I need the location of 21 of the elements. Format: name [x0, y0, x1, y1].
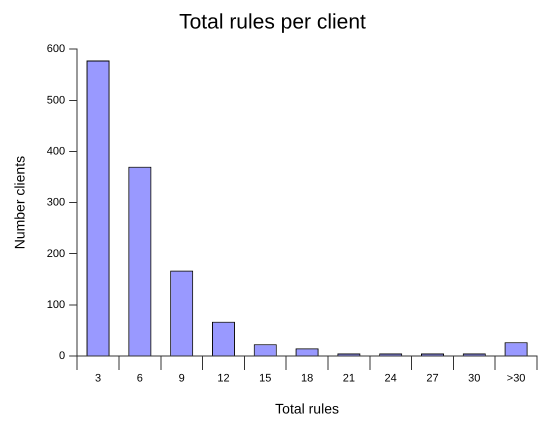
y-axis-title: Number clients	[11, 156, 28, 250]
x-tick-label: 24	[384, 372, 397, 385]
y-tick-label: 400	[46, 146, 66, 158]
x-axis-title: Total rules	[275, 400, 339, 416]
x-tick-label: >30	[506, 372, 526, 385]
y-tick-label: 0	[59, 350, 66, 362]
x-tick-label: 18	[300, 372, 314, 385]
y-tick-label: 200	[46, 248, 66, 260]
y-tick-label: 600	[46, 43, 66, 56]
x-tick-label: 9	[178, 372, 185, 385]
y-tick-label: 500	[46, 94, 66, 106]
x-tick-label: 27	[426, 372, 439, 385]
y-tick-label: 100	[46, 298, 66, 311]
x-tick-label: 15	[259, 372, 272, 385]
y-tick-label: 300	[46, 196, 66, 209]
x-tick-label: 6	[136, 372, 143, 385]
chart-title: Total rules per client	[179, 10, 366, 34]
x-tick-label: 21	[342, 372, 356, 385]
x-tick-label: 30	[468, 372, 480, 385]
x-tick-label: 12	[217, 372, 230, 385]
x-tick-label: 3	[94, 372, 102, 385]
